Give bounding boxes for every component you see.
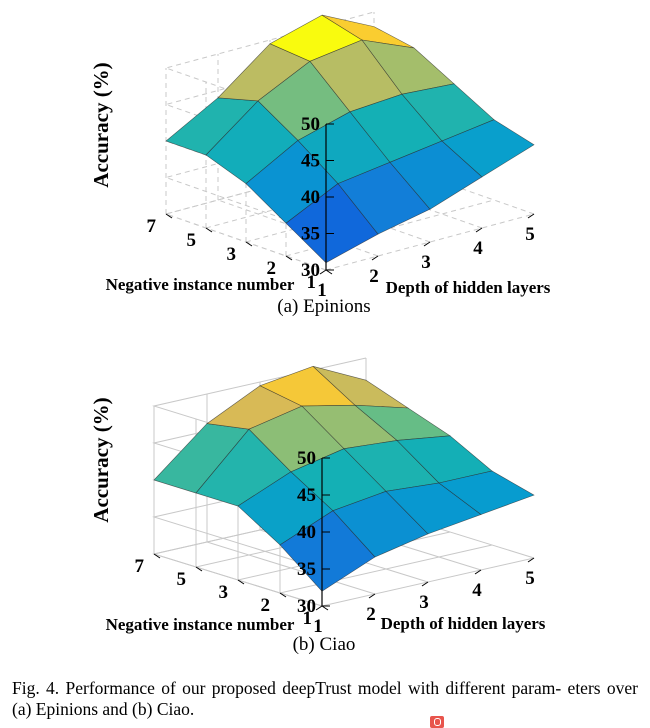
watermark-logo: [430, 716, 444, 728]
z-tick-label: 45: [301, 151, 320, 172]
x-tick-label: 2: [366, 604, 376, 625]
y-tick-mark: [279, 592, 287, 598]
x-tick-label: 1: [317, 280, 327, 301]
z-tick-label: 35: [297, 559, 316, 580]
z-tick-label: 35: [301, 224, 320, 245]
surface-patch: [438, 470, 535, 515]
x-tick-mark: [527, 213, 535, 219]
y-tick-mark: [321, 605, 329, 611]
x-tick-label: 5: [525, 224, 535, 245]
x-tick-mark: [474, 569, 482, 575]
grid-line: [164, 121, 375, 234]
figure-caption-line-1: Fig. 4. Performance of our proposed deep…: [12, 678, 562, 698]
x-tick-label: 4: [472, 580, 482, 601]
y-tick-mark: [165, 213, 173, 219]
subfigure-caption: (a) Epinions: [277, 296, 370, 317]
figure-caption: Fig. 4. Performance of our proposed deep…: [12, 678, 638, 720]
y-tick-label: 7: [135, 556, 145, 577]
z-tick-label: 45: [297, 485, 316, 506]
y-tick-mark: [325, 269, 333, 275]
surface: [153, 365, 535, 592]
y-tick-label: 2: [261, 595, 271, 616]
figure-caption-line-2: eters over (a) Epinions and (b) Ciao.: [12, 678, 638, 719]
x-axis-label: Depth of hidden layers: [386, 278, 551, 297]
z-tick-label: 30: [297, 596, 316, 617]
z-tick-label: 50: [297, 448, 316, 469]
x-tick-mark: [421, 581, 429, 587]
y-tick-label: 1: [303, 608, 313, 629]
x-tick-mark: [371, 255, 379, 261]
y-tick-mark: [285, 255, 293, 261]
y-tick-label: 5: [187, 230, 197, 251]
x-tick-label: 3: [419, 592, 429, 613]
y-tick-mark: [195, 566, 203, 572]
y-tick-mark: [153, 553, 161, 559]
x-tick-label: 5: [525, 568, 535, 589]
x-tick-label: 2: [369, 266, 379, 287]
y-tick-label: 7: [147, 216, 157, 237]
y-tick-label: 2: [267, 258, 277, 279]
x-tick-mark: [475, 227, 483, 233]
y-tick-mark: [205, 227, 213, 233]
y-axis-label: Negative instance number: [106, 615, 295, 634]
x-tick-label: 1: [313, 616, 323, 637]
x-tick-mark: [315, 605, 323, 611]
x-tick-mark: [423, 241, 431, 247]
surface: [165, 14, 535, 264]
x-tick-mark: [368, 593, 376, 599]
chart-panel-epinions: 30 35 40 45 50 1 2 3 4 5 1 2 3 5 7 Accuracy (%) Depth of…: [0, 0, 650, 322]
x-tick-label: 3: [421, 252, 431, 273]
surface-patch: [441, 119, 535, 178]
y-tick-label: 3: [219, 582, 229, 603]
y-tick-mark: [245, 241, 253, 247]
z-tick-label: 30: [301, 260, 320, 281]
y-tick-label: 3: [227, 244, 237, 265]
x-tick-label: 4: [473, 238, 483, 259]
z-tick-label: 50: [301, 114, 320, 135]
x-axis-label: Depth of hidden layers: [381, 614, 546, 633]
subfigure-caption: (b) Ciao: [293, 634, 356, 655]
z-axis-label: Accuracy (%): [89, 397, 113, 522]
chart-panel-ciao: 30 35 40 45 50 1 2 3 4 5 1 2 3 5 7 Accuracy (%) Depth of…: [0, 338, 650, 660]
y-tick-label: 1: [307, 272, 317, 293]
x-tick-mark: [319, 269, 327, 275]
grid-line: [279, 544, 493, 594]
z-tick-label: 40: [297, 522, 316, 543]
y-tick-label: 5: [177, 569, 187, 590]
x-tick-mark: [527, 557, 535, 563]
z-axis-label: Accuracy (%): [89, 62, 113, 187]
y-axis-label: Negative instance number: [106, 275, 295, 294]
z-tick-label: 40: [301, 187, 320, 208]
y-tick-mark: [237, 579, 245, 585]
